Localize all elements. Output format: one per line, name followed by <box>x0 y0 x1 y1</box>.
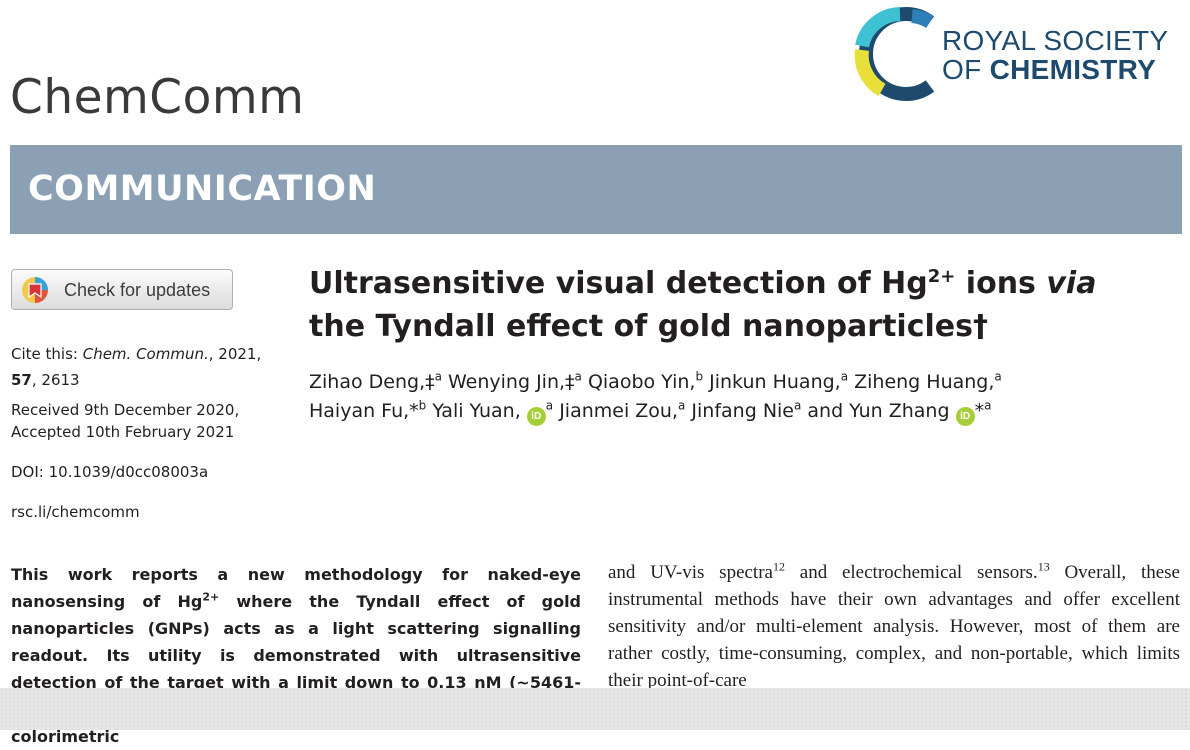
orcid-icon[interactable]: iD <box>526 407 546 426</box>
citation-journal: Chem. Commun. <box>82 345 209 363</box>
author-name[interactable]: and Yun Zhang <box>801 400 950 422</box>
author-name[interactable]: Jinkun Huang, <box>703 371 841 393</box>
citation: Cite this: Chem. Commun., 2021, <box>11 345 262 363</box>
accepted-date: Accepted 10th February 2021 <box>11 423 235 441</box>
citation-volume-page: 57, 2613 <box>11 368 80 393</box>
publisher-name: ROYAL SOCIETY OF CHEMISTRY <box>942 26 1168 84</box>
author-name[interactable]: Jianmei Zou, <box>553 400 679 422</box>
article-type-label: COMMUNICATION <box>28 169 377 209</box>
article-title: Ultrasensitive visual detection of Hg2+ … <box>309 266 1097 344</box>
crossmark-icon <box>22 277 48 303</box>
citation-volume: 57 <box>11 371 32 389</box>
check-for-updates-button[interactable]: Check for updates <box>11 269 233 310</box>
check-for-updates-label: Check for updates <box>64 280 211 300</box>
journal-name: ChemComm <box>10 70 305 125</box>
reference-link[interactable]: 13 <box>1037 559 1050 574</box>
author-name[interactable]: Qiaobo Yin, <box>581 371 696 393</box>
author-name[interactable]: Yali Yuan, <box>426 400 521 422</box>
reference-link[interactable]: 12 <box>772 559 785 574</box>
author-name[interactable]: Jinfang Nie <box>685 400 794 422</box>
author-name[interactable]: Haiyan Fu,* <box>309 400 419 422</box>
publisher-line2-prefix: OF <box>942 54 990 85</box>
rsc-logo: ROYAL SOCIETY OF CHEMISTRY <box>852 6 1182 102</box>
author-name[interactable]: Ziheng Huang, <box>848 371 995 393</box>
journal-url-link[interactable]: rsc.li/chemcomm <box>11 503 140 521</box>
author-name[interactable]: Zihao Deng,‡ <box>309 371 435 393</box>
author-list: Zihao Deng,‡a Wenying Jin,‡a Qiaobo Yin,… <box>309 368 1179 426</box>
page-fade-overlay <box>0 688 1190 730</box>
rsc-emblem-icon <box>854 7 935 101</box>
body-text: and UV-vis spectra12 and electrochemical… <box>608 559 1180 691</box>
doi-link[interactable]: DOI: 10.1039/d0cc08003a <box>11 463 209 481</box>
orcid-icon[interactable]: iD <box>955 407 975 426</box>
received-date: Received 9th December 2020, <box>11 401 240 419</box>
article-type-banner: COMMUNICATION <box>10 145 1182 234</box>
author-name[interactable]: Wenying Jin,‡ <box>441 371 575 393</box>
publisher-line2-bold: CHEMISTRY <box>989 54 1157 85</box>
publisher-line1: ROYAL SOCIETY <box>942 25 1169 56</box>
citation-page: , 2613 <box>31 371 80 389</box>
